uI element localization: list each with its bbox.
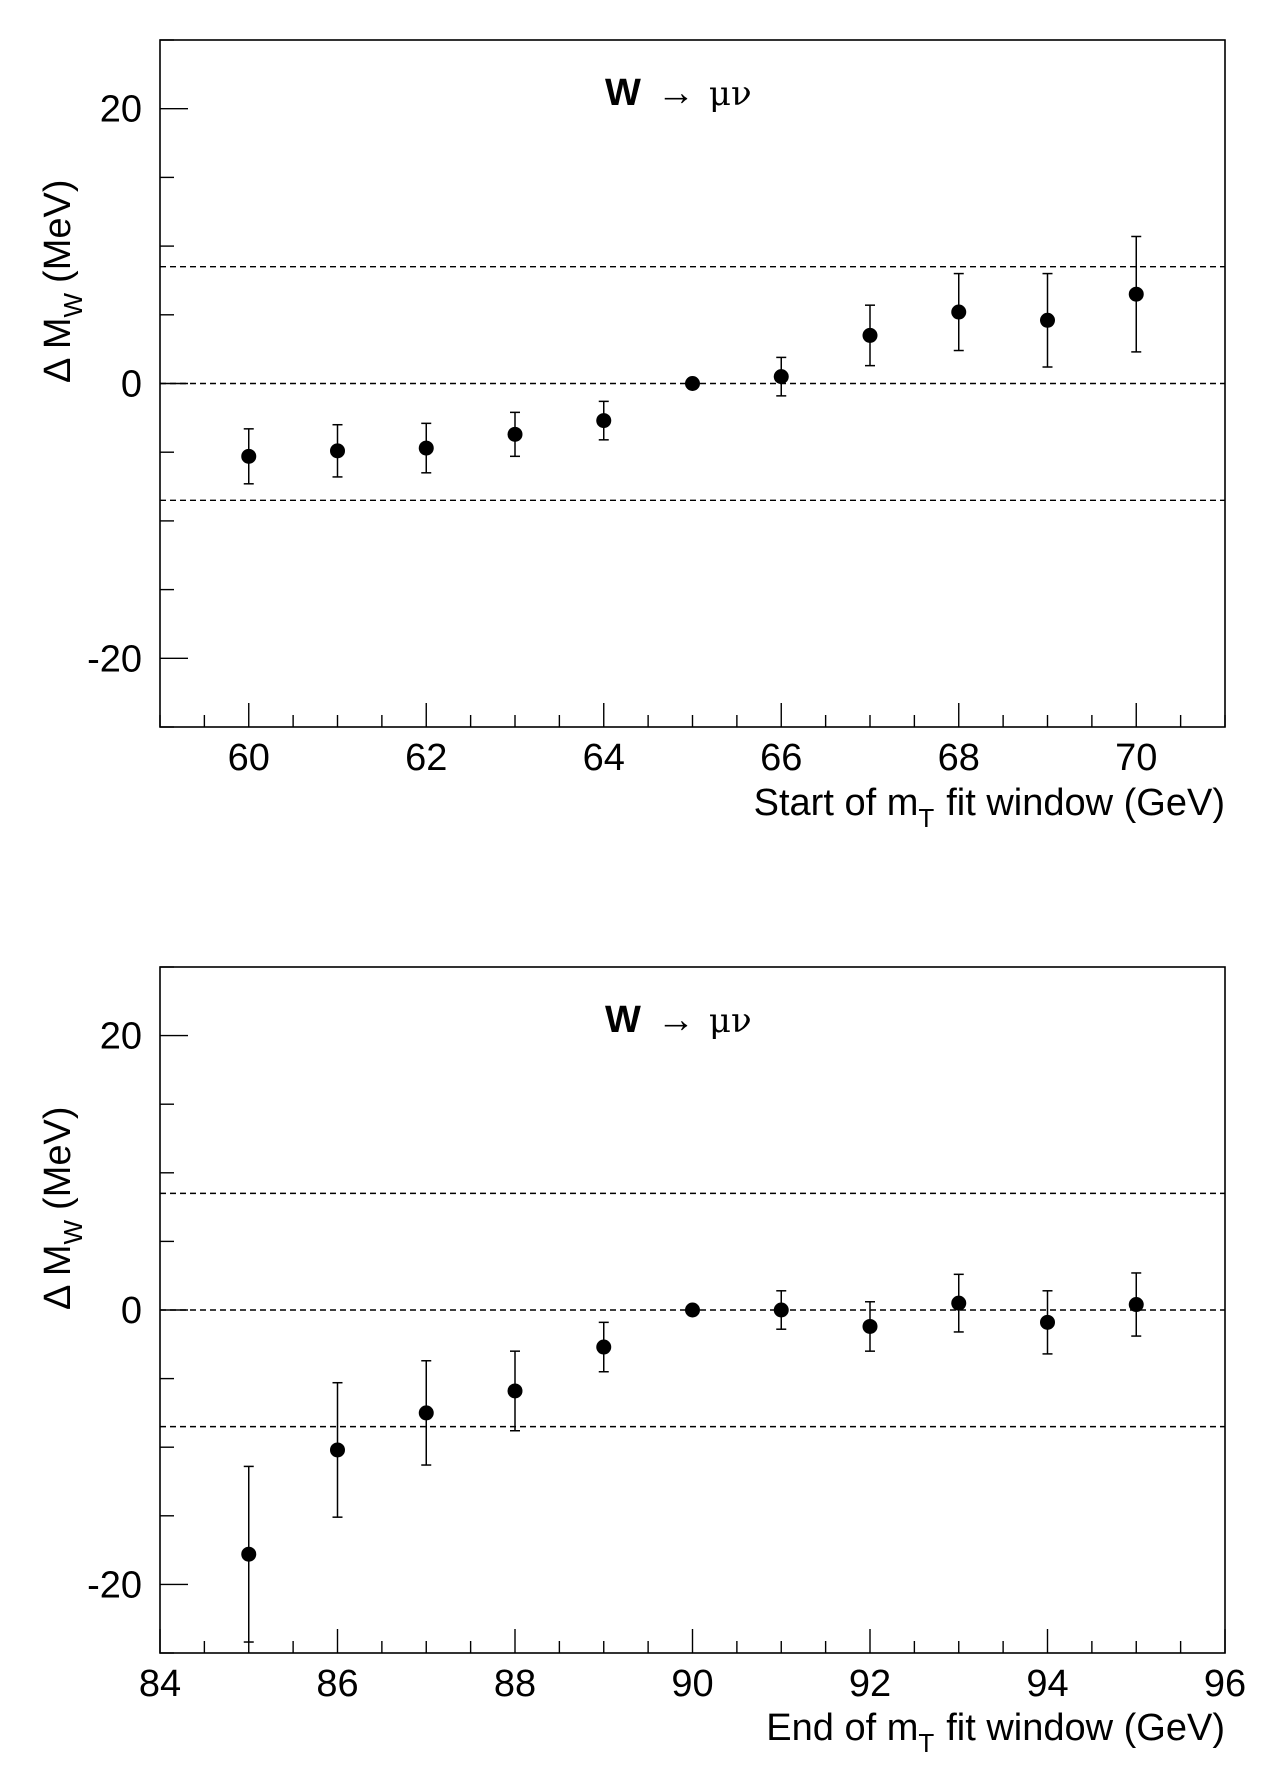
data-point-group [507,1350,523,1432]
data-point [1128,286,1144,302]
data-point [241,448,257,464]
x-tick-label: 86 [316,1663,358,1705]
data-point [1040,312,1055,328]
x-tick-label: 66 [760,737,802,779]
data-point-group [862,304,878,367]
bottom-chart: -20 0 20 84 86 88 90 92 94 96 W → μν End of mT fit win… [37,966,1246,1758]
data-point [418,1405,434,1421]
data-point [418,440,434,456]
data-point-group [418,1360,434,1466]
data-point-group [1128,1272,1144,1337]
data-point-group [596,1321,612,1373]
y-tick-label: 20 [100,89,142,131]
channel-annotation: W → μν [605,999,752,1041]
data-point-group [951,1273,967,1333]
y-tick-label: 0 [121,1290,142,1332]
data-point [507,426,523,442]
data-point-group [773,1290,789,1330]
data-point-group [241,428,257,485]
data-point [596,413,612,429]
x-tick-label: 64 [583,737,625,779]
annotation-arrow: → [657,999,695,1041]
x-tick-label: 88 [494,1663,536,1705]
x-tick-label: 70 [1115,737,1157,779]
y-axis-title: Δ MW(MeV) [37,1107,88,1311]
data-point [773,1302,789,1318]
annotation-boson: W [605,72,641,114]
data-point [685,376,700,391]
data-point-group [773,356,789,397]
data-point-group [685,1302,700,1318]
x-tick-label: 84 [139,1663,181,1705]
data-point [951,304,967,320]
x-tick-label: 94 [1026,1663,1068,1705]
annotation-boson: W [605,999,641,1041]
data-point [507,1383,523,1399]
data-point [1040,1314,1055,1330]
data-point-group [685,376,700,391]
data-point [330,443,345,459]
y-tick-label: 0 [121,364,142,406]
data-point-group [1040,272,1055,368]
annotation-decay: μν [709,1001,752,1041]
data-point [951,1295,967,1311]
data-point-group [507,411,523,458]
data-point [773,369,789,385]
data-point [596,1339,612,1355]
x-axis-title: End of mT fit window (GeV) [766,1707,1225,1758]
data-point-group [330,423,345,478]
y-axis-title: Δ MW(MeV) [37,180,88,384]
data-point-group [241,1465,257,1643]
y-tick-label: -20 [87,638,142,680]
data-point [330,1442,345,1458]
x-tick-label: 96 [1204,1663,1246,1705]
data-point-group [330,1381,345,1518]
x-tick-label: 90 [671,1663,713,1705]
data-point-group [1128,235,1144,353]
data-point-group [951,272,967,352]
channel-annotation: W → μν [605,72,752,114]
annotation-arrow: → [657,72,695,114]
data-point [862,327,878,343]
y-tick-label: 20 [100,1016,142,1058]
data-point [1128,1297,1144,1313]
data-point-group [596,400,612,441]
x-tick-label: 62 [405,737,447,779]
data-point-group [418,422,434,474]
top-chart: -20 0 20 60 62 64 66 68 70 W → μν Start of mT fit win… [37,39,1226,833]
annotation-decay: μν [709,74,752,114]
data-point [685,1302,700,1318]
y-tick-label: -20 [87,1564,142,1606]
x-tick-label: 68 [938,737,980,779]
data-point [862,1318,878,1334]
data-point [241,1546,257,1562]
x-tick-label: 60 [228,737,270,779]
data-point-group [1040,1290,1055,1355]
x-tick-label: 92 [849,1663,891,1705]
data-point-group [862,1301,878,1352]
x-axis-title: Start of mT fit window (GeV) [754,782,1225,833]
